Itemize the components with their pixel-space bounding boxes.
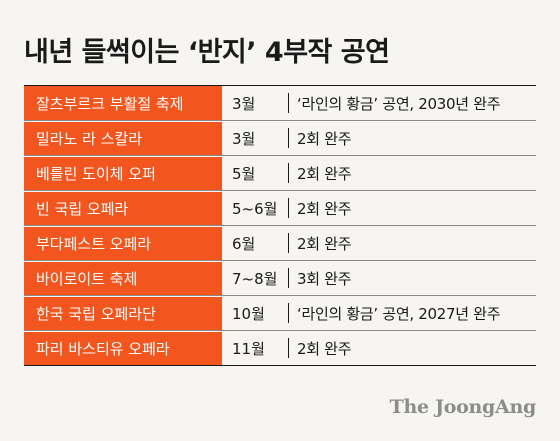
column-divider — [288, 93, 289, 113]
table-row: 밀라노 라 스칼라 3월 2회 완주 — [24, 121, 536, 156]
month-cell: 3월 — [232, 129, 256, 148]
venue-cell: 베를린 도이체 오퍼 — [24, 156, 222, 190]
column-divider — [288, 198, 289, 218]
column-divider — [288, 233, 289, 253]
month-cell: 7~8월 — [232, 269, 278, 288]
month-cell: 11월 — [232, 339, 265, 358]
table-row: 바이로이트 축제 7~8월 3회 완주 — [24, 261, 536, 296]
table-row: 잘츠부르크 부활절 축제 3월 ‘라인의 황금’ 공연, 2030년 완주 — [24, 86, 536, 121]
column-divider — [288, 303, 289, 323]
note-cell: ‘라인의 황금’ 공연, 2030년 완주 — [297, 94, 501, 113]
month-cell: 3월 — [232, 94, 256, 113]
page-title: 내년 들썩이는 ‘반지’ 4부작 공연 — [24, 37, 390, 68]
month-cell: 10월 — [232, 304, 265, 323]
note-cell: 2회 완주 — [297, 129, 352, 148]
column-divider — [288, 128, 289, 148]
column-divider — [288, 163, 289, 183]
column-divider — [288, 338, 289, 358]
note-cell: 2회 완주 — [297, 234, 352, 253]
table-row: 한국 국립 오페라단 10월 ‘라인의 황금’ 공연, 2027년 완주 — [24, 296, 536, 331]
table-row: 파리 바스티유 오페라 11월 2회 완주 — [24, 331, 536, 365]
venue-cell: 파리 바스티유 오페라 — [24, 331, 222, 365]
table-row: 빈 국립 오페라 5~6월 2회 완주 — [24, 191, 536, 226]
venue-cell: 밀라노 라 스칼라 — [24, 121, 222, 155]
note-cell: 3회 완주 — [297, 269, 352, 288]
month-cell: 6월 — [232, 234, 256, 253]
venue-cell: 한국 국립 오페라단 — [24, 296, 222, 330]
venue-cell: 잘츠부르크 부활절 축제 — [24, 86, 222, 120]
month-cell: 5월 — [232, 164, 256, 183]
note-cell: 2회 완주 — [297, 199, 352, 218]
note-cell: 2회 완주 — [297, 164, 352, 183]
note-cell: ‘라인의 황금’ 공연, 2027년 완주 — [297, 304, 501, 323]
venue-cell: 부다페스트 오페라 — [24, 226, 222, 260]
column-divider — [288, 268, 289, 288]
table-row: 베를린 도이체 오퍼 5월 2회 완주 — [24, 156, 536, 191]
performance-table: 잘츠부르크 부활절 축제 3월 ‘라인의 황금’ 공연, 2030년 완주 밀라… — [24, 85, 536, 366]
venue-cell: 바이로이트 축제 — [24, 261, 222, 295]
month-cell: 5~6월 — [232, 199, 278, 218]
note-cell: 2회 완주 — [297, 339, 352, 358]
publisher-logo: The JoongAng — [389, 396, 537, 418]
table-row: 부다페스트 오페라 6월 2회 완주 — [24, 226, 536, 261]
venue-cell: 빈 국립 오페라 — [24, 191, 222, 225]
